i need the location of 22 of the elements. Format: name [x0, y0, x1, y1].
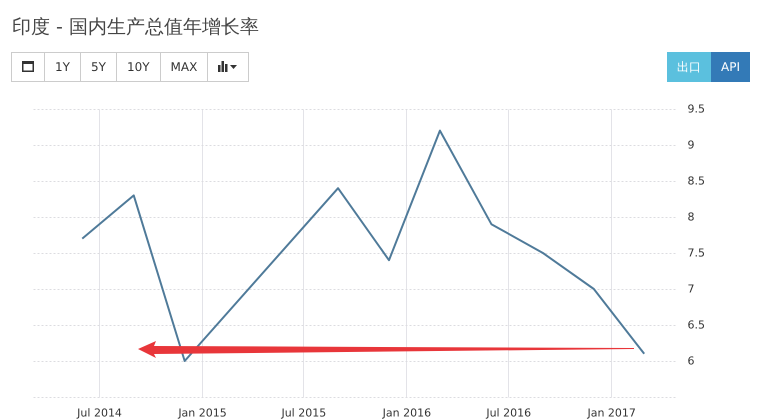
chart-title: 印度 - 国内生产总值年增长率 [12, 15, 259, 40]
x-tick-label: Jan 2016 [382, 406, 432, 419]
y-tick-label: 7.5 [688, 246, 705, 260]
y-tick-label: 9.5 [688, 102, 705, 116]
x-tick-label: Jul 2015 [280, 406, 326, 419]
text: MAX [160, 52, 208, 82]
y-tick-label: 7 [688, 282, 694, 296]
x-tick-label: Jan 2017 [586, 406, 636, 419]
y-tick-label: 6.5 [688, 318, 705, 332]
text: API [711, 52, 750, 82]
x-tick-label: Jul 2014 [76, 406, 122, 419]
text: 1Y [44, 52, 81, 82]
line-series [81, 130, 646, 362]
y-tick-label: 8.5 [688, 174, 705, 188]
y-tick-label: 9 [688, 138, 694, 152]
x-tick-label: Jan 2015 [177, 406, 227, 419]
y-tick-label: 6 [688, 354, 694, 368]
text: 5Y [80, 52, 117, 82]
y-tick-label: 8 [688, 210, 694, 224]
text: 出口 [667, 52, 712, 82]
x-tick-label: Jul 2016 [485, 406, 532, 419]
text: 10Y [116, 52, 161, 82]
